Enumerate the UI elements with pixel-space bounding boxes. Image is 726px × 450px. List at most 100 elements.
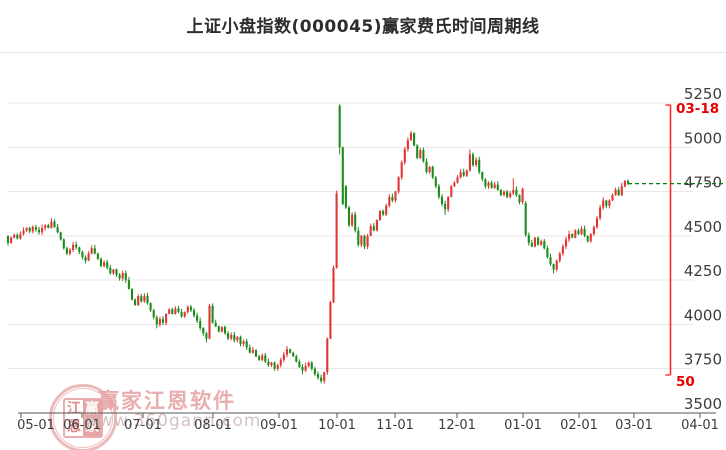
candle-body xyxy=(605,200,608,206)
candle-body xyxy=(261,355,264,360)
candle-body xyxy=(230,335,233,339)
candle-body xyxy=(385,205,388,215)
candle-body xyxy=(6,235,10,243)
fib-cycle-count-label: 50 xyxy=(676,374,695,390)
candle-body xyxy=(239,336,242,344)
candle-body xyxy=(84,257,87,261)
candle-body xyxy=(602,200,605,208)
candle-body xyxy=(614,189,617,196)
candle-body xyxy=(537,237,540,245)
candle-body xyxy=(320,377,323,382)
candle-body xyxy=(422,149,425,162)
candle-body xyxy=(564,239,568,247)
candle-body xyxy=(465,170,468,176)
candle-body xyxy=(65,248,68,254)
candle-body xyxy=(493,184,496,189)
candle-body xyxy=(434,177,437,187)
candle-body xyxy=(227,333,230,339)
candle-body xyxy=(307,362,310,367)
candle-body xyxy=(502,191,506,196)
candle-body xyxy=(34,227,37,230)
candle-body xyxy=(382,211,385,215)
candle-body xyxy=(518,195,521,203)
candle-body xyxy=(155,317,158,325)
candle-body xyxy=(254,350,258,357)
candle-body xyxy=(521,188,524,203)
candle-body xyxy=(143,296,146,302)
candle-body xyxy=(295,356,298,362)
candle-body xyxy=(146,296,149,304)
candle-body xyxy=(72,244,75,251)
candle-body xyxy=(397,177,400,192)
candle-body xyxy=(533,237,537,247)
candle-body xyxy=(437,186,440,197)
candle-body xyxy=(99,258,103,266)
candle-body xyxy=(403,149,406,163)
candle-body xyxy=(44,225,47,228)
candle-body xyxy=(549,257,552,265)
candle-body xyxy=(388,196,391,206)
candle-body xyxy=(406,140,409,150)
candle-body xyxy=(28,227,31,232)
candle-body xyxy=(177,308,180,313)
candle-body xyxy=(332,267,335,303)
x-axis-tick-label: 07-01 xyxy=(124,418,162,433)
candle-body xyxy=(583,228,586,236)
candle-body xyxy=(152,310,155,318)
candle-body xyxy=(363,235,366,247)
candle-body xyxy=(450,186,453,197)
candle-body xyxy=(372,226,375,231)
y-axis-tick-label: 3500 xyxy=(684,395,722,413)
candle-body xyxy=(459,172,462,178)
candle-body xyxy=(496,184,499,190)
candle-body xyxy=(273,362,276,369)
candle-body xyxy=(233,335,236,341)
candle-body xyxy=(589,234,592,242)
candle-body xyxy=(468,154,471,171)
x-axis-tick-label: 08-01 xyxy=(194,418,232,433)
x-axis-tick-label: 01-01 xyxy=(504,418,542,433)
candle-body xyxy=(199,320,202,328)
candle-body xyxy=(425,161,428,173)
candle-body xyxy=(149,303,152,311)
candle-body xyxy=(112,269,115,274)
candle-body xyxy=(416,145,419,158)
candle-body xyxy=(81,251,84,258)
candle-body xyxy=(447,196,450,210)
candle-body xyxy=(313,368,316,375)
candle-body xyxy=(568,234,571,240)
candle-body xyxy=(490,182,493,189)
candle-body xyxy=(316,374,320,378)
candle-body xyxy=(555,260,558,270)
candle-body xyxy=(378,211,382,220)
candle-body xyxy=(205,333,208,339)
candle-body xyxy=(192,310,196,316)
candle-body xyxy=(245,341,248,348)
candle-body xyxy=(59,232,62,240)
x-axis-tick-label: 09-01 xyxy=(260,418,298,433)
candle-body xyxy=(409,133,413,141)
candle-body xyxy=(586,235,589,242)
candle-body xyxy=(366,235,369,247)
candle-body xyxy=(248,347,251,353)
candle-body xyxy=(580,228,583,235)
candle-body xyxy=(304,366,307,371)
candle-body xyxy=(134,299,137,305)
candle-body xyxy=(428,166,431,173)
candle-body xyxy=(118,274,121,279)
candle-body xyxy=(165,313,168,323)
candle-body xyxy=(93,248,96,254)
candle-body xyxy=(599,207,602,219)
candle-body xyxy=(161,319,165,323)
candle-body xyxy=(484,179,487,187)
candle-body xyxy=(456,177,459,183)
candle-body xyxy=(279,359,282,366)
candle-body xyxy=(626,180,630,184)
candle-body xyxy=(608,200,611,206)
candle-body xyxy=(475,159,478,165)
candle-body xyxy=(471,154,475,165)
candle-body xyxy=(214,322,217,327)
candle-body xyxy=(530,242,533,247)
candle-body xyxy=(391,196,394,201)
candle-body xyxy=(577,230,580,235)
